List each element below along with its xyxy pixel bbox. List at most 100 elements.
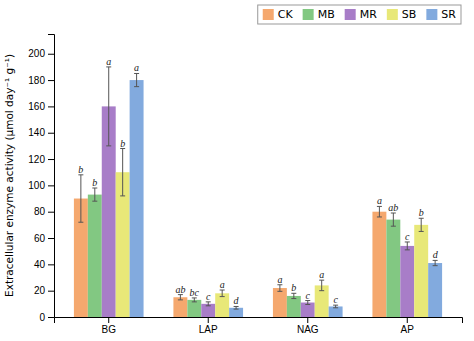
error-bar — [379, 206, 380, 217]
error-bar — [80, 175, 81, 222]
error-cap — [305, 304, 310, 305]
error-bars — [78, 67, 437, 309]
significance-label: d — [433, 249, 439, 260]
tick-label: 100 — [28, 180, 45, 191]
bar — [287, 296, 301, 317]
bar — [88, 195, 102, 317]
bar — [201, 304, 215, 317]
error-cap — [106, 145, 111, 146]
legend-item: CK — [263, 8, 294, 21]
error-cap — [377, 216, 382, 217]
tick-mark — [48, 212, 54, 213]
tick: 60 — [34, 233, 54, 244]
error-bar — [435, 260, 436, 265]
error-bar — [108, 67, 109, 146]
tick-mark — [48, 133, 54, 134]
error-cap — [277, 291, 282, 292]
tick-label: 80 — [34, 206, 46, 217]
y-axis: 020406080100120140160180200 — [28, 35, 54, 323]
bar — [173, 297, 187, 317]
legend-swatch — [387, 9, 398, 20]
tick: 80 — [34, 206, 54, 217]
bar — [428, 263, 442, 317]
legend-item: MR — [345, 8, 377, 21]
error-bar — [393, 213, 394, 226]
tick-mark — [48, 264, 54, 265]
bar — [187, 300, 201, 317]
significance-label: c — [306, 290, 311, 301]
significance-label: b — [419, 207, 424, 218]
legend: CK MB MR SB SR — [258, 5, 461, 24]
significance-label: a — [277, 274, 282, 285]
tick-mark — [407, 317, 408, 323]
tick-mark — [48, 317, 54, 318]
tick: 20 — [34, 285, 54, 296]
significance-label: a — [377, 195, 382, 206]
tick: BG — [102, 317, 117, 335]
significance-label: b — [92, 177, 97, 188]
legend-swatch — [345, 9, 356, 20]
significance-label: b — [291, 282, 296, 293]
significance-label: c — [333, 294, 338, 305]
tick: 120 — [28, 154, 54, 165]
legend-label: SR — [441, 8, 456, 21]
error-bar — [136, 73, 137, 86]
plot: babaabbcbabacccbaabadcdBGLAPNAGAP0204060… — [28, 35, 462, 336]
error-cap — [391, 226, 396, 227]
tick: 40 — [34, 259, 54, 270]
tick-mark — [48, 54, 54, 55]
tick: 180 — [28, 75, 54, 86]
error-cap — [92, 201, 97, 202]
tick-label: 180 — [28, 75, 45, 86]
error-cap — [433, 265, 438, 266]
error-bar — [194, 298, 195, 302]
significance-label: bc — [190, 287, 200, 298]
legend-item: MB — [303, 8, 335, 21]
error-cap — [333, 307, 338, 308]
legend-item: SB — [387, 8, 417, 21]
error-cap — [291, 298, 296, 299]
legend-label: SB — [402, 8, 417, 21]
axis-line — [55, 318, 463, 324]
tick-mark — [48, 159, 54, 160]
significance-label: b — [78, 164, 83, 175]
error-bar — [307, 301, 308, 305]
error-bar — [94, 188, 95, 201]
legend-frame — [258, 5, 461, 24]
tick-mark — [307, 317, 308, 323]
tick-label: AP — [401, 324, 415, 335]
tick-label: 40 — [34, 259, 46, 270]
error-bar — [293, 293, 294, 298]
bar — [273, 288, 287, 317]
bar — [400, 246, 414, 317]
chart: babaabbcbabacccbaabadcdBGLAPNAGAP0204060… — [0, 0, 474, 341]
error-bar — [180, 295, 181, 300]
tick-label: 60 — [34, 233, 46, 244]
tick-label: BG — [102, 324, 117, 335]
tick-label: 0 — [39, 312, 45, 323]
bar — [301, 303, 315, 317]
error-bar — [122, 149, 123, 196]
marks — [74, 67, 442, 317]
tick-mark — [108, 317, 109, 323]
bar — [215, 293, 229, 317]
legend-swatch — [426, 9, 437, 20]
tick-label: NAG — [297, 324, 319, 335]
error-cap — [405, 249, 410, 250]
error-cap — [78, 222, 83, 223]
legend-label: MR — [360, 8, 377, 21]
tick-label: 200 — [28, 48, 45, 59]
tick-label: 20 — [34, 285, 46, 296]
bar — [414, 225, 428, 317]
legend-label: CK — [278, 8, 294, 21]
error-bar — [222, 290, 223, 297]
annotations: babaabbcbabacccbaabadcd — [78, 56, 438, 307]
tick: 200 — [28, 48, 54, 59]
significance-label: c — [405, 231, 410, 242]
tick: LAP — [199, 317, 218, 335]
error-cap — [134, 86, 139, 87]
tick-mark — [48, 80, 54, 81]
tick-label: LAP — [199, 324, 218, 335]
significance-label: a — [319, 269, 324, 280]
significance-label: ab — [175, 284, 185, 295]
